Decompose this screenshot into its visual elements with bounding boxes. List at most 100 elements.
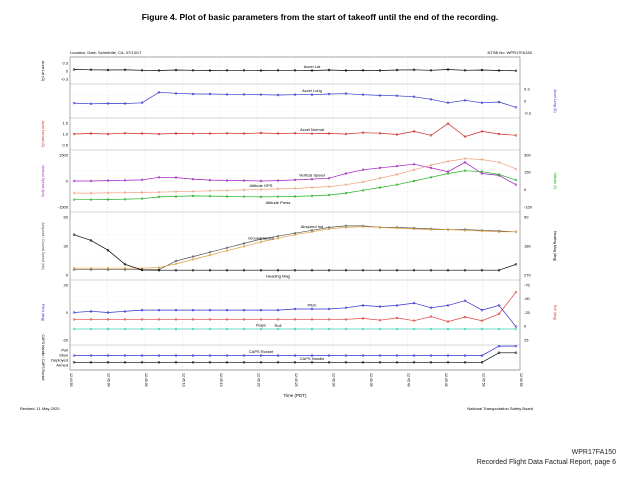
data-point — [497, 100, 501, 104]
data-point — [157, 176, 161, 179]
data-point — [174, 132, 178, 135]
data-point — [480, 229, 484, 233]
data-point — [446, 320, 450, 323]
data-point — [106, 198, 110, 201]
data-point — [276, 354, 280, 357]
data-point — [89, 318, 93, 321]
location-label: Location, Date: Schellville, CA, 07/13/1… — [70, 50, 142, 55]
data-point — [395, 268, 399, 272]
data-point — [446, 228, 450, 231]
data-point — [361, 225, 365, 228]
data-point — [446, 268, 450, 272]
x-axis-label: Time (PDT) — [283, 393, 307, 398]
data-point — [310, 186, 314, 189]
data-point — [480, 361, 484, 364]
data-point — [344, 361, 348, 364]
data-point — [395, 68, 399, 72]
data-point — [72, 354, 76, 357]
series-line — [73, 123, 517, 137]
data-point — [72, 191, 76, 195]
data-point — [344, 132, 348, 136]
data-point — [72, 101, 76, 105]
data-point — [89, 266, 93, 270]
data-point — [225, 93, 229, 96]
data-point — [191, 318, 195, 321]
series-label: CAPS Handle — [300, 356, 325, 361]
series-line — [73, 300, 517, 327]
data-point — [242, 132, 246, 135]
right-tick-label: 270 — [524, 272, 531, 277]
right-axis-title: Heading Mag (deg) — [553, 231, 557, 261]
data-point — [497, 173, 501, 176]
data-point — [72, 179, 76, 183]
data-point — [429, 228, 433, 231]
data-point — [89, 191, 93, 195]
data-point — [276, 93, 280, 97]
data-point — [208, 250, 212, 254]
right-tick-label: -0.3 — [524, 110, 532, 115]
data-point — [463, 99, 467, 102]
data-point — [293, 187, 297, 190]
data-point — [140, 191, 144, 194]
data-point — [446, 68, 450, 71]
data-point — [412, 68, 416, 71]
data-point — [293, 93, 297, 96]
data-point — [310, 230, 314, 234]
left-tick-label: 0.5 — [62, 142, 68, 147]
x-tick-label: 12:45:35 — [369, 373, 373, 387]
data-point — [259, 237, 263, 241]
data-point — [89, 268, 93, 271]
data-point — [208, 178, 212, 182]
data-point — [140, 354, 144, 357]
right-tick-label: -75 — [524, 282, 531, 287]
left-tick-label: 0 — [66, 178, 69, 183]
data-point — [480, 158, 484, 161]
data-point — [514, 134, 518, 137]
data-point — [497, 132, 501, 136]
ntsb-number: NTSB No. WPR17FA150 — [487, 50, 532, 55]
data-point — [106, 68, 110, 72]
data-point — [446, 327, 450, 331]
left-tick-label: 20 — [64, 282, 69, 287]
data-point — [89, 354, 93, 357]
data-point — [89, 68, 93, 71]
data-point — [242, 308, 246, 312]
data-point — [327, 68, 331, 72]
data-point — [123, 327, 127, 331]
data-point — [361, 361, 365, 364]
data-point — [123, 102, 127, 105]
left-tick-label: -1500 — [58, 204, 69, 209]
data-point — [514, 69, 518, 72]
data-point — [191, 258, 195, 261]
data-point — [463, 299, 467, 302]
data-point — [361, 268, 365, 272]
data-point — [446, 160, 450, 163]
data-point — [310, 229, 314, 232]
data-point — [123, 361, 127, 364]
data-point — [208, 318, 212, 321]
footer-page-label: Recorded Flight Data Factual Report, pag… — [476, 459, 616, 466]
series-label: Ground Speed — [248, 235, 274, 240]
data-point — [463, 268, 467, 272]
data-point — [208, 327, 212, 331]
figure-title: Figure 4. Plot of basic parameters from … — [141, 12, 499, 22]
data-point — [463, 157, 467, 160]
data-point — [157, 327, 161, 331]
data-point — [208, 92, 212, 96]
data-point — [310, 268, 314, 272]
data-point — [293, 361, 297, 364]
data-point — [276, 327, 280, 331]
data-point — [344, 191, 348, 195]
right-tick-label: 300 — [524, 152, 531, 157]
data-point — [242, 268, 246, 272]
data-point — [123, 263, 127, 266]
left-tick-label: 0 — [66, 68, 69, 73]
data-point — [259, 195, 263, 199]
data-point — [191, 132, 195, 135]
right-axis-title: Roll (deg) — [553, 305, 557, 320]
data-point — [106, 191, 110, 195]
data-point — [327, 361, 331, 364]
series-line — [74, 345, 516, 356]
data-point — [378, 131, 382, 135]
series-label: CAPS Rocket — [249, 349, 274, 354]
